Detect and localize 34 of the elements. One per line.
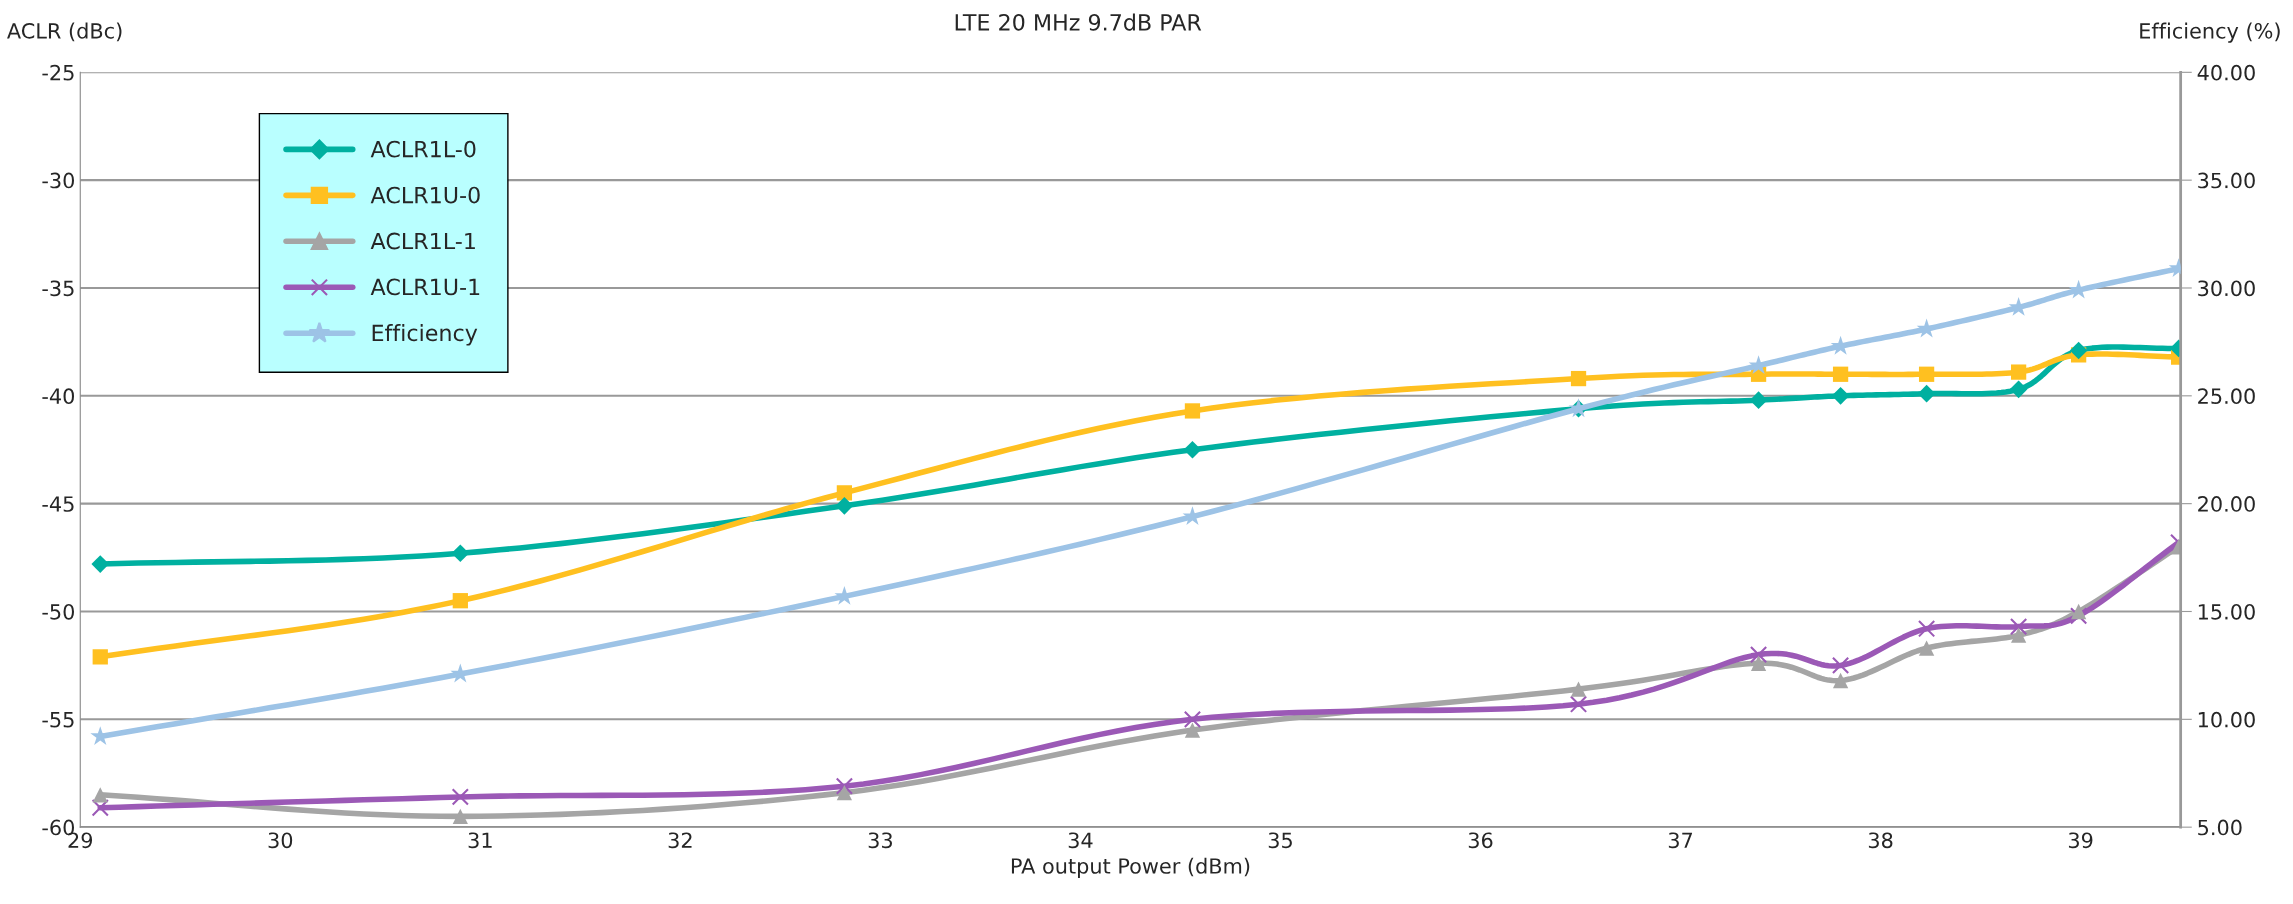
legend-label: ACLR1L-1 <box>370 232 475 250</box>
x-tick-label: 34 <box>1068 832 1093 849</box>
x-tick-label: 33 <box>868 832 892 849</box>
x-tick-label: 36 <box>1468 832 1493 849</box>
legend-label: ACLR1U-0 <box>370 186 480 204</box>
x-tick-label: 32 <box>668 832 692 849</box>
y-tick-label: -55 <box>42 712 74 728</box>
legend-label: ACLR1L-0 <box>370 140 476 158</box>
y-tick-label: -35 <box>42 280 74 297</box>
y-tick-label: -50 <box>42 603 75 620</box>
y2-tick-label: 25.00 <box>2198 388 2255 405</box>
legend-label: ACLR1U-1 <box>370 278 480 296</box>
y2-tick-label: 10.00 <box>2198 711 2255 728</box>
y2-tick-label: 20.00 <box>2198 496 2255 512</box>
y2-tick-label: 35.00 <box>2198 172 2255 189</box>
x-axis-title: PA output Power (dBm) <box>1011 857 1250 878</box>
x-tick-label: 38 <box>1868 832 1893 849</box>
legend-label: Efficiency <box>372 324 478 346</box>
y-tick-label: -40 <box>42 388 75 405</box>
y-axis-title: ACLR (dBc) <box>7 22 122 42</box>
x-tick-label: 35 <box>1268 832 1292 849</box>
y-tick-label: -30 <box>42 172 75 189</box>
x-tick-label: 39 <box>2068 832 2093 849</box>
y2-axis-title: Efficiency (%) <box>2140 22 2280 43</box>
x-tick-label: 37 <box>1668 832 1693 849</box>
y2-tick-label: 5.00 <box>2198 819 2242 836</box>
chart-title: LTE 20 MHz 9.7dB PAR <box>955 13 1202 31</box>
y2-tick-label: 30.00 <box>2198 280 2255 297</box>
y2-tick-label: 15.00 <box>2198 603 2255 620</box>
y-tick-label: -45 <box>42 496 74 512</box>
y2-tick-label: 40.00 <box>2197 64 2255 81</box>
x-tick-label: 30 <box>268 832 293 849</box>
x-tick-label: 31 <box>468 832 492 849</box>
y-tick-label: -25 <box>42 64 74 81</box>
